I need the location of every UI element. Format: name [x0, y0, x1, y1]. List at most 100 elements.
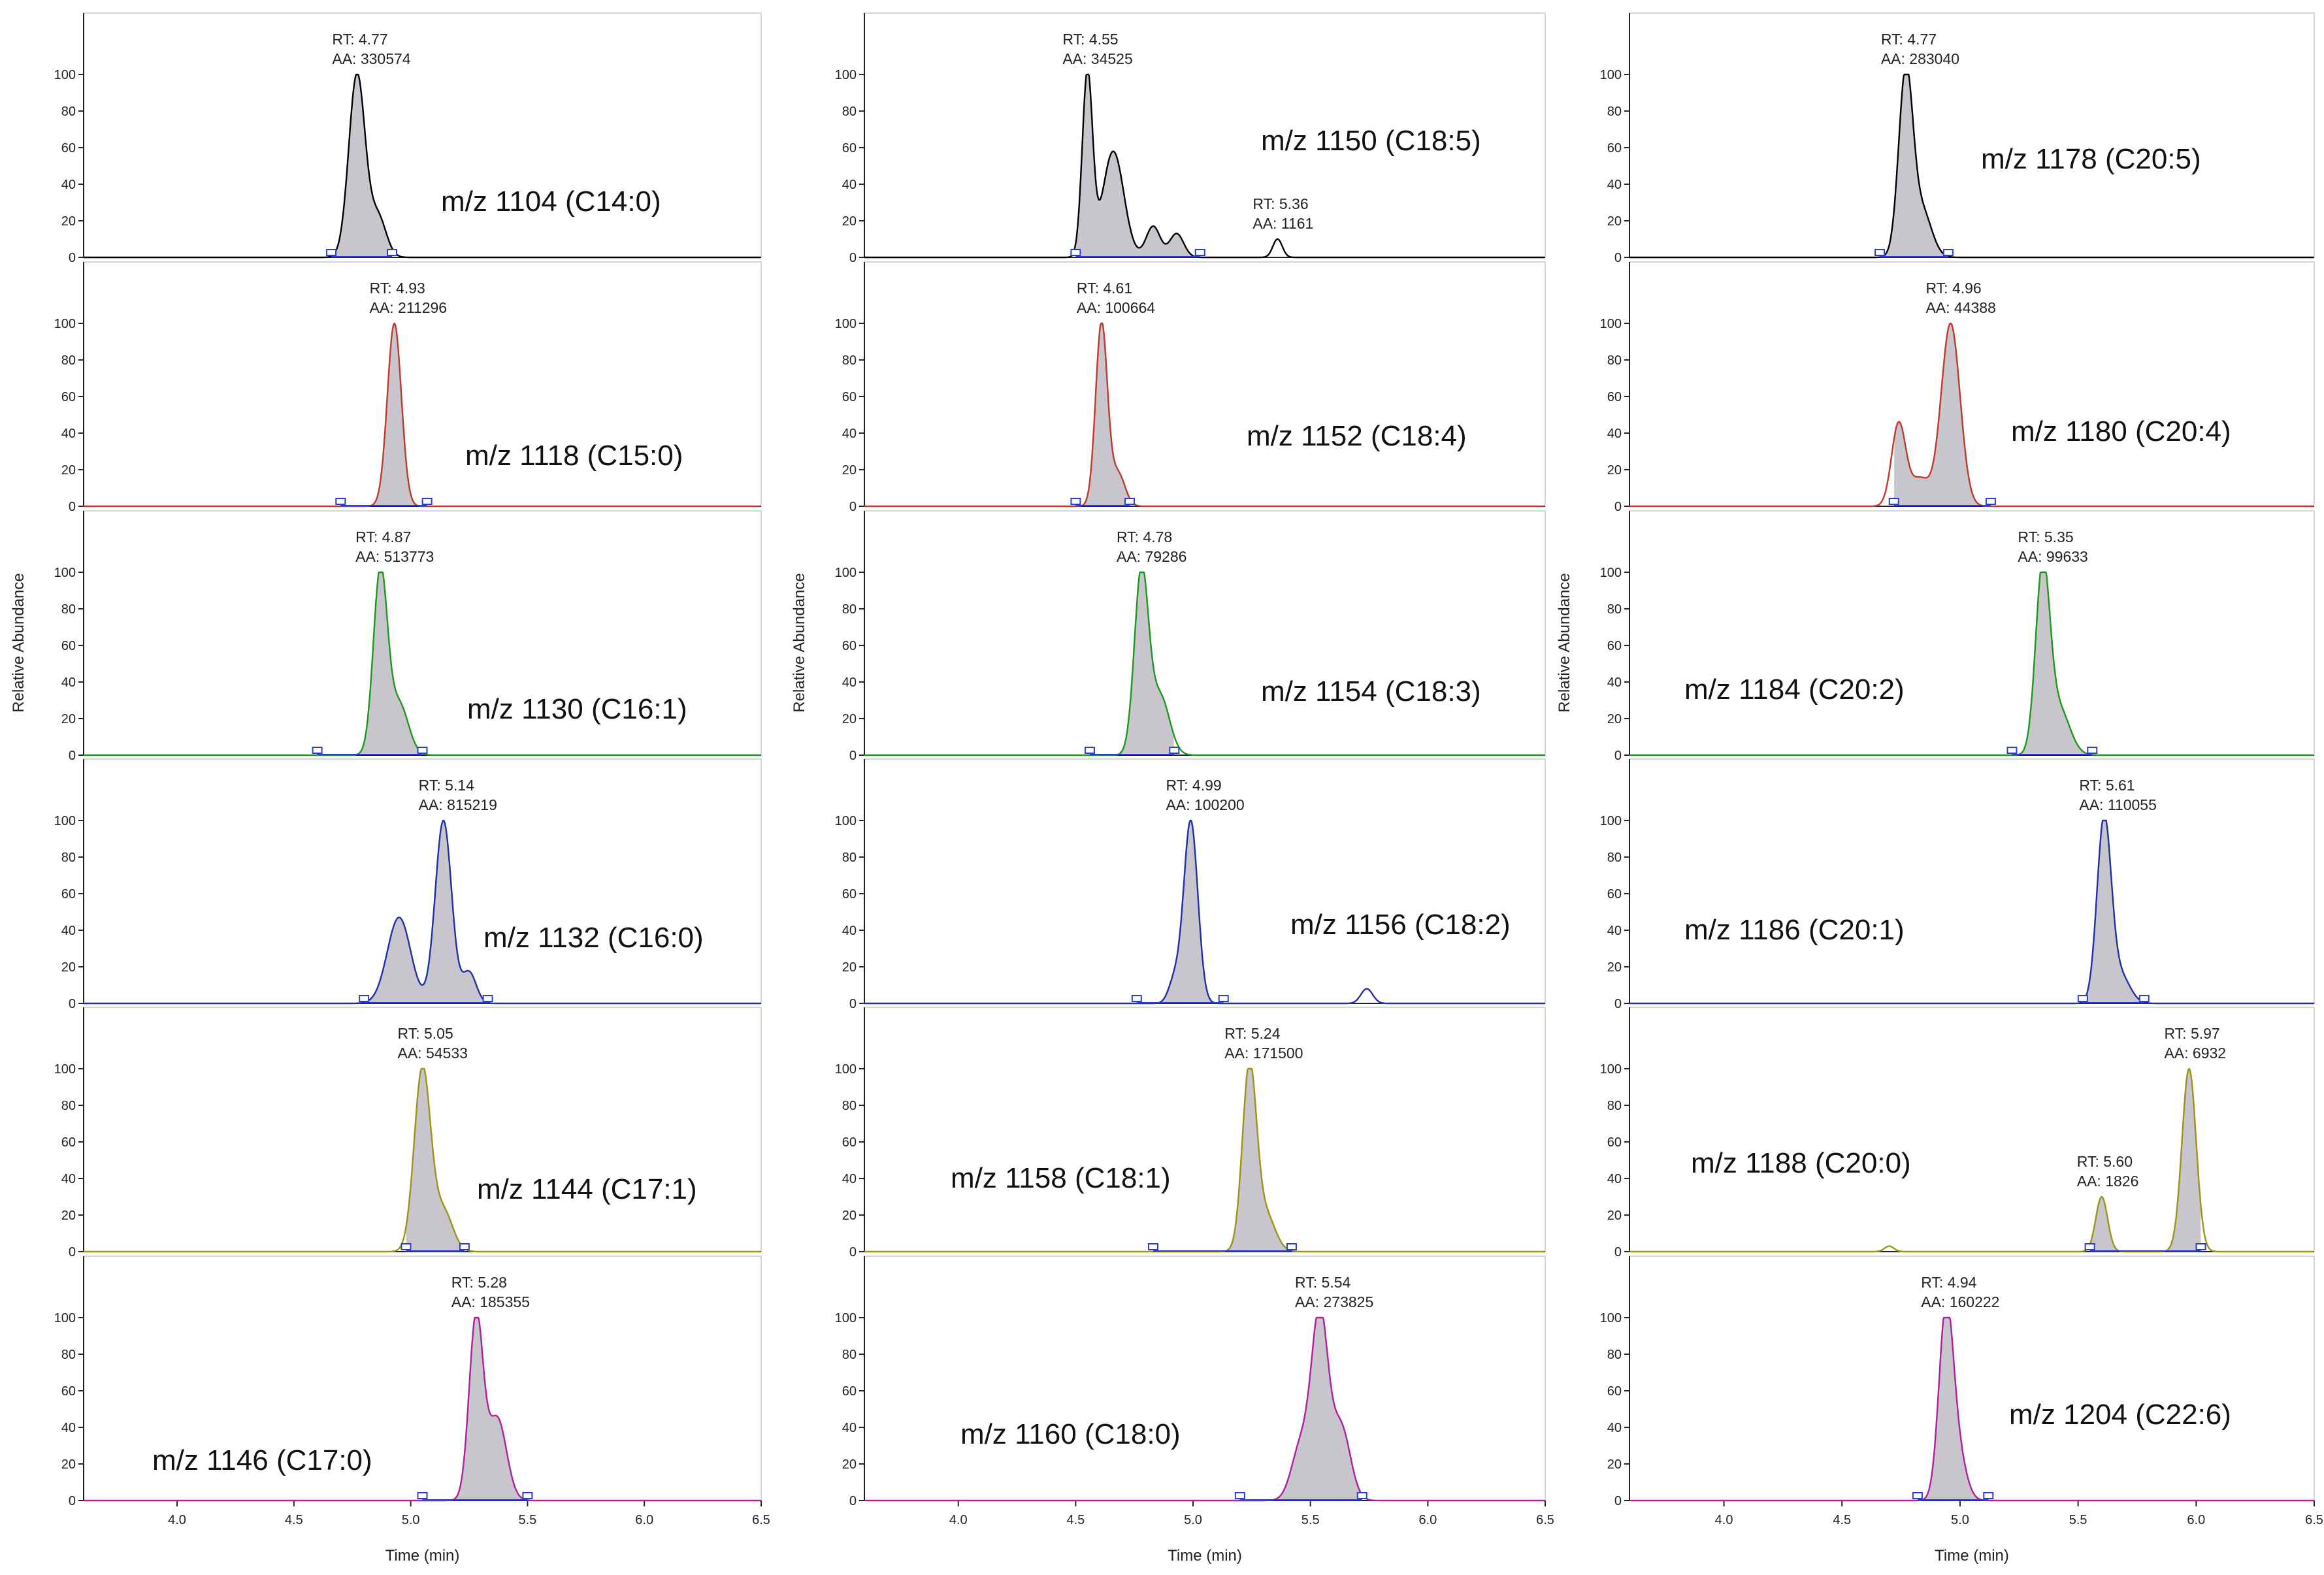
y-tick-label: 60 [1607, 141, 1622, 155]
y-tick-label: 0 [69, 500, 76, 514]
integration-marker [387, 249, 398, 256]
x-tick-label: 4.5 [1833, 1513, 1851, 1527]
chromatogram-trace [864, 819, 1545, 1005]
chromatogram-trace [864, 322, 1545, 508]
peak-area-label: AA: 54533 [398, 1045, 468, 1062]
peak-rt-label: RT: 5.60 [2077, 1153, 2133, 1170]
y-tick-label: 20 [61, 463, 76, 478]
y-tick-label: 20 [842, 712, 857, 726]
y-tick-label: 60 [1607, 1384, 1622, 1399]
chromatogram-trace [1629, 322, 2314, 508]
y-tick-label: 40 [842, 1421, 857, 1435]
y-tick-label: 40 [1607, 924, 1622, 938]
chromatogram-panel: 0 20 40 60 80 100 RT: 5.24 AA: 171500 m/z 1158 (… [835, 1007, 1546, 1259]
integration-marker [1286, 1243, 1297, 1250]
integration-marker [522, 1492, 533, 1499]
integration-marker [1888, 498, 1899, 505]
peak-area-fill [2012, 572, 2093, 755]
y-tick-label: 80 [842, 1348, 857, 1362]
chromatogram-panel: 0 20 40 60 80 100 RT: 4.77 AA: 330574 m/z 1104 (… [54, 12, 762, 265]
y-tick-label: 40 [61, 1172, 76, 1186]
x-tick-label: 5.0 [402, 1513, 420, 1527]
y-tick-label: 20 [61, 960, 76, 975]
x-tick-label: 5.0 [1951, 1513, 1969, 1527]
peak-rt-label: RT: 5.54 [1295, 1274, 1350, 1291]
y-tick-label: 40 [1607, 1421, 1622, 1435]
integration-marker [2138, 995, 2150, 1002]
integration-marker [2006, 747, 2018, 754]
x-tick-label: 4.5 [285, 1513, 303, 1527]
y-tick-label: 0 [849, 251, 857, 265]
peak-area-fill [422, 1318, 528, 1501]
peak-rt-label: RT: 4.94 [1921, 1274, 1976, 1291]
y-tick-label: 0 [69, 997, 76, 1011]
y-tick-label: 40 [842, 924, 857, 938]
y-tick-label: 100 [1600, 814, 1622, 828]
peak-area-fill [364, 820, 488, 1003]
trace-label: m/z 1150 (C18:5) [1261, 125, 1481, 157]
chromatogram-panel: 0 20 40 60 80 100 RT: 4.99 AA: 100200 m/z 1156 (… [835, 758, 1546, 1011]
peak-rt-label: RT: 5.61 [2079, 777, 2135, 794]
y-tick-label: 20 [842, 960, 857, 975]
y-tick-label: 60 [61, 1135, 76, 1150]
y-tick-label: 100 [54, 1311, 76, 1325]
trace-label: m/z 1152 (C18:4) [1247, 420, 1467, 452]
peak-area-fill [1075, 323, 1130, 506]
chromatogram-trace [864, 571, 1545, 756]
x-tick-label: 4.5 [1066, 1513, 1085, 1527]
chromatogram-trace [83, 571, 761, 756]
y-tick-label: 80 [61, 353, 76, 368]
peak-area-fill [1089, 572, 1175, 755]
y-tick-label: 100 [1600, 1062, 1622, 1077]
peak-rt-label: RT: 4.99 [1166, 777, 1221, 794]
trace-label: m/z 1184 (C20:2) [1684, 674, 1905, 706]
y-tick-label: 40 [1607, 675, 1622, 690]
y-tick-label: 60 [61, 1384, 76, 1399]
x-tick-label: 5.5 [519, 1513, 537, 1527]
chromatogram-panel: 0 20 40 60 80 100 RT: 5.61 AA: 110055 m/z 1186 (… [1600, 758, 2315, 1011]
integration-marker [335, 498, 346, 505]
chromatogram-panel: 0 20 40 60 80 100 RT: 4.55 AA: 34525 RT: 5.36 AA:… [835, 12, 1546, 265]
y-tick-label: 40 [842, 1172, 857, 1186]
x-tick-label: 6.0 [2187, 1513, 2205, 1527]
chromatogram-panel: 0 20 40 60 80 100 4.0 4.5 5.0 5.5 6.0 6.5 Time (min)… [1600, 1256, 2323, 1565]
integration-marker [1194, 249, 1205, 256]
y-tick-label: 0 [849, 997, 857, 1011]
y-tick-label: 60 [1607, 1135, 1622, 1150]
chromatogram-trace [864, 1067, 1545, 1253]
peak-area-label: AA: 44388 [1925, 299, 1995, 316]
integration-marker [1985, 498, 1996, 505]
y-tick-label: 100 [835, 317, 857, 331]
trace-label: m/z 1118 (C15:0) [465, 440, 683, 472]
y-tick-label: 100 [835, 566, 857, 580]
y-tick-label: 20 [1607, 1209, 1622, 1223]
y-tick-label: 60 [842, 1384, 857, 1399]
trace-label: m/z 1132 (C16:0) [483, 922, 704, 954]
integration-marker [1983, 1492, 1994, 1499]
peak-area-fill [1136, 820, 1224, 1003]
peak-area-fill [1880, 74, 1948, 257]
y-tick-label: 20 [1607, 1457, 1622, 1472]
peak-area-label: AA: 330574 [332, 50, 410, 67]
peak-area-label: AA: 1161 [1252, 215, 1313, 232]
chromatogram-panel: 0 20 40 60 80 100 4.0 4.5 5.0 5.5 6.0 6.5 Time (min)… [54, 1256, 770, 1565]
chromatogram-panel: 0 20 40 60 80 100 RT: 5.60 AA: 1826 RT: 5.97 AA: … [1600, 1007, 2315, 1259]
y-tick-label: 20 [842, 463, 857, 478]
y-tick-label: 0 [849, 500, 857, 514]
x-tick-label: 6.5 [752, 1513, 770, 1527]
chromatogram-trace [864, 73, 1545, 259]
integration-marker [1234, 1492, 1245, 1499]
peak-rt-label: RT: 4.93 [370, 280, 425, 297]
integration-marker [359, 995, 370, 1002]
chromatogram-trace [864, 1316, 1545, 1502]
peak-rt-label: RT: 4.55 [1062, 31, 1118, 48]
peak-rt-label: RT: 4.96 [1925, 280, 1981, 297]
peak-area-fill [1917, 1318, 1989, 1501]
integration-marker [326, 249, 337, 256]
y-tick-label: 20 [842, 214, 857, 229]
x-tick-label: 5.0 [1184, 1513, 1202, 1527]
panel-frame [1629, 758, 2315, 1004]
y-tick-label: 100 [835, 68, 857, 82]
panel-frame [83, 12, 762, 258]
